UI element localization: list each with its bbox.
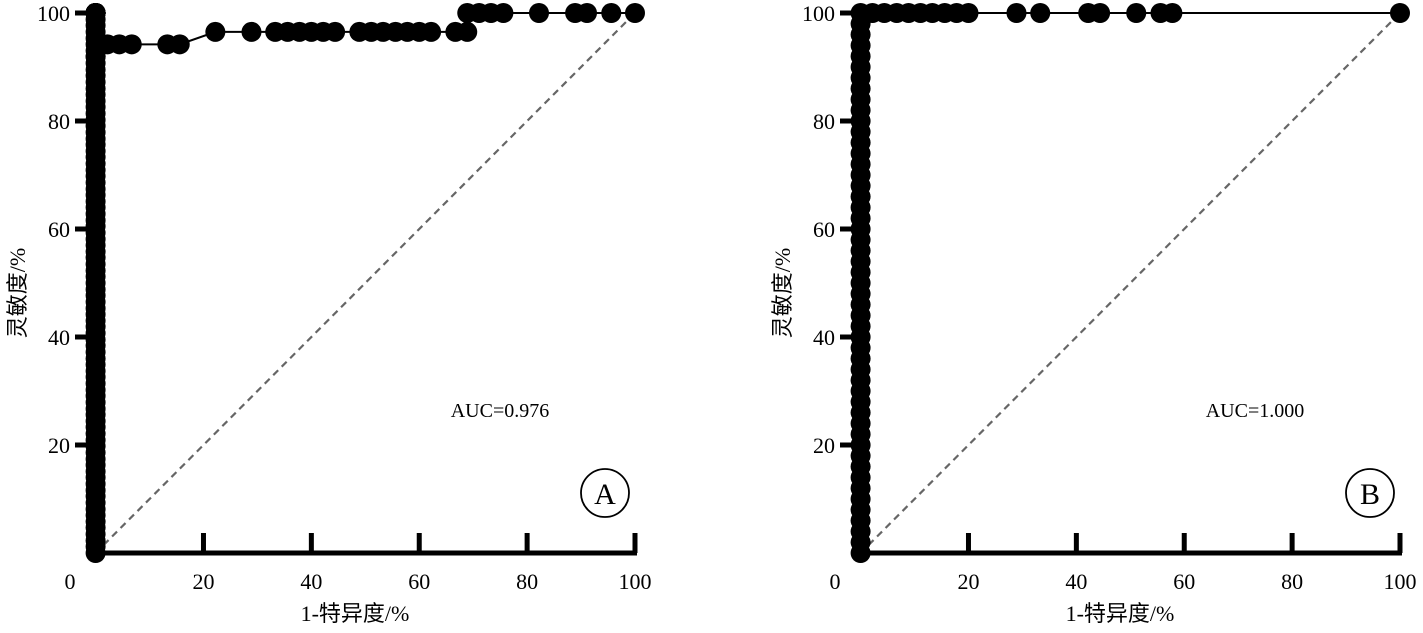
y-tick-label: 60 xyxy=(48,217,70,242)
roc-point xyxy=(121,34,142,55)
roc-point xyxy=(1090,3,1111,23)
reference-diagonal-line xyxy=(867,12,1401,546)
x-tick-label: 40 xyxy=(1065,569,1087,594)
x-tick-label: 100 xyxy=(619,569,652,594)
roc-point xyxy=(325,21,346,42)
roc-point xyxy=(493,3,514,23)
x-tick-label: 20 xyxy=(957,569,979,594)
roc-point xyxy=(601,3,622,23)
y-tick-label: 100 xyxy=(37,1,70,26)
auc-annotation: AUC=0.976 xyxy=(451,400,550,422)
roc-point xyxy=(85,46,106,67)
roc-point xyxy=(958,3,979,23)
y-axis-title: 灵敏度/% xyxy=(5,248,30,338)
x-tick-label: 80 xyxy=(1281,569,1303,594)
roc-point xyxy=(169,34,190,55)
roc-point xyxy=(241,21,262,42)
auc-annotation: AUC=1.000 xyxy=(1206,400,1305,422)
panel-letter-circle xyxy=(1345,468,1395,518)
x-tick-label: 0 xyxy=(65,569,76,594)
y-tick-label: 40 xyxy=(48,325,70,350)
x-tick-label: 60 xyxy=(1173,569,1195,594)
x-axis-title: 1-特异度/% xyxy=(301,601,410,626)
panel-letter: B xyxy=(1360,478,1380,511)
roc-point xyxy=(421,21,442,42)
panel-letter-circle xyxy=(580,468,630,518)
y-tick-label: 60 xyxy=(813,217,835,242)
roc-point xyxy=(1030,3,1051,23)
y-tick-label: 100 xyxy=(802,1,835,26)
x-tick-label: 40 xyxy=(300,569,322,594)
x-tick-label: 20 xyxy=(192,569,214,594)
roc-point xyxy=(1390,3,1410,23)
roc-point xyxy=(576,3,597,23)
x-tick-label: 100 xyxy=(1384,569,1417,594)
roc-point xyxy=(457,21,478,42)
reference-diagonal-line xyxy=(102,12,636,546)
roc-point xyxy=(85,3,106,23)
roc-point xyxy=(205,21,226,42)
y-tick-label: 80 xyxy=(813,109,835,134)
y-tick-label: 20 xyxy=(813,433,835,458)
y-tick-label: 40 xyxy=(813,325,835,350)
y-tick-label: 20 xyxy=(48,433,70,458)
y-axis-title: 灵敏度/% xyxy=(770,248,795,338)
roc-point xyxy=(1126,3,1147,23)
roc-point xyxy=(528,3,549,23)
x-tick-label: 60 xyxy=(408,569,430,594)
x-tick-label: 0 xyxy=(830,569,841,594)
roc-point xyxy=(625,3,645,23)
y-tick-label: 80 xyxy=(48,109,70,134)
panel-letter: A xyxy=(594,478,616,511)
roc-point xyxy=(1162,3,1183,23)
x-axis-title: 1-特异度/% xyxy=(1066,601,1175,626)
roc-point xyxy=(1006,3,1027,23)
x-tick-label: 80 xyxy=(516,569,538,594)
